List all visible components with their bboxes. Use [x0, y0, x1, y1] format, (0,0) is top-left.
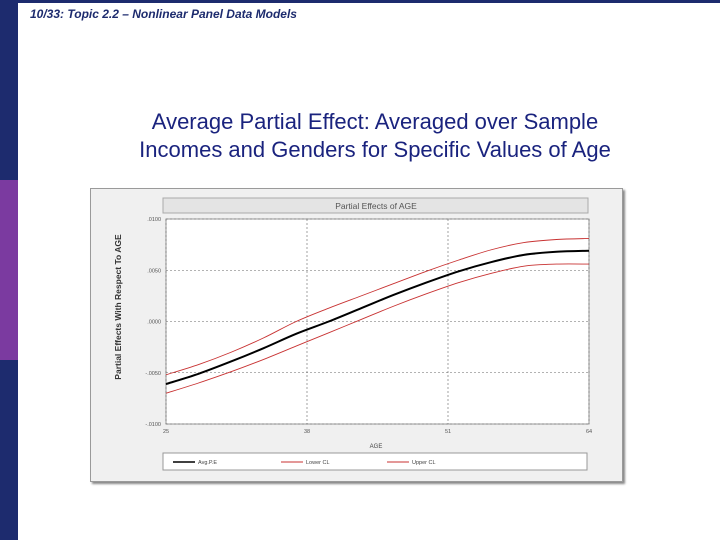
x-tick-label: 51 [445, 429, 451, 435]
slide-title: Average Partial Effect: Averaged over Sa… [40, 108, 710, 164]
chart-title: Partial Effects of AGE [335, 201, 417, 211]
top-rule [18, 0, 720, 3]
slide-header: 10/33: Topic 2.2 – Nonlinear Panel Data … [30, 7, 297, 21]
y-tick-label: .0000 [147, 320, 161, 326]
left-bar-middle-segment [0, 180, 18, 360]
series-line-upper-cl [165, 238, 590, 376]
legend [162, 452, 588, 471]
y-tick-labels: .0100 .0050 .0000 -.0050 -.0100 [145, 217, 161, 428]
legend-label: Avg.P.E [198, 460, 217, 466]
partial-effects-chart: Partial Effects of AGE Partial Effects W… [113, 197, 592, 471]
chart-frame: Partial Effects of AGE Partial Effects W… [90, 188, 623, 482]
x-tick-labels: 25 38 51 64 [163, 429, 592, 435]
legend-label: Upper CL [412, 460, 436, 466]
y-axis-label: Partial Effects With Respect To AGE [113, 234, 123, 380]
x-tick-label: 64 [586, 429, 592, 435]
y-tick-label: .0100 [147, 217, 161, 223]
slide-title-line-2: Incomes and Genders for Specific Values … [139, 137, 611, 162]
x-tick-label: 38 [304, 429, 310, 435]
legend-items: Avg.P.E Lower CL Upper CL [173, 460, 436, 466]
x-axis-label: AGE [370, 444, 383, 450]
series-line-lower-cl [165, 263, 590, 394]
series-layer [165, 238, 590, 394]
x-tick-label: 25 [163, 429, 169, 435]
y-tick-label: -.0100 [145, 422, 161, 428]
left-bar-top-segment [0, 0, 18, 180]
series-line-avg-p-e [165, 249, 590, 385]
left-accent-bar [0, 0, 18, 540]
chart-title-bar [162, 197, 589, 214]
y-tick-label: .0050 [147, 268, 161, 274]
legend-label: Lower CL [306, 460, 330, 466]
slide-title-line-1: Average Partial Effect: Averaged over Sa… [151, 109, 599, 134]
y-tick-label: -.0050 [145, 371, 161, 377]
plot-area [165, 218, 590, 425]
grid-lines [165, 218, 590, 425]
left-bar-bottom-segment [0, 360, 18, 540]
